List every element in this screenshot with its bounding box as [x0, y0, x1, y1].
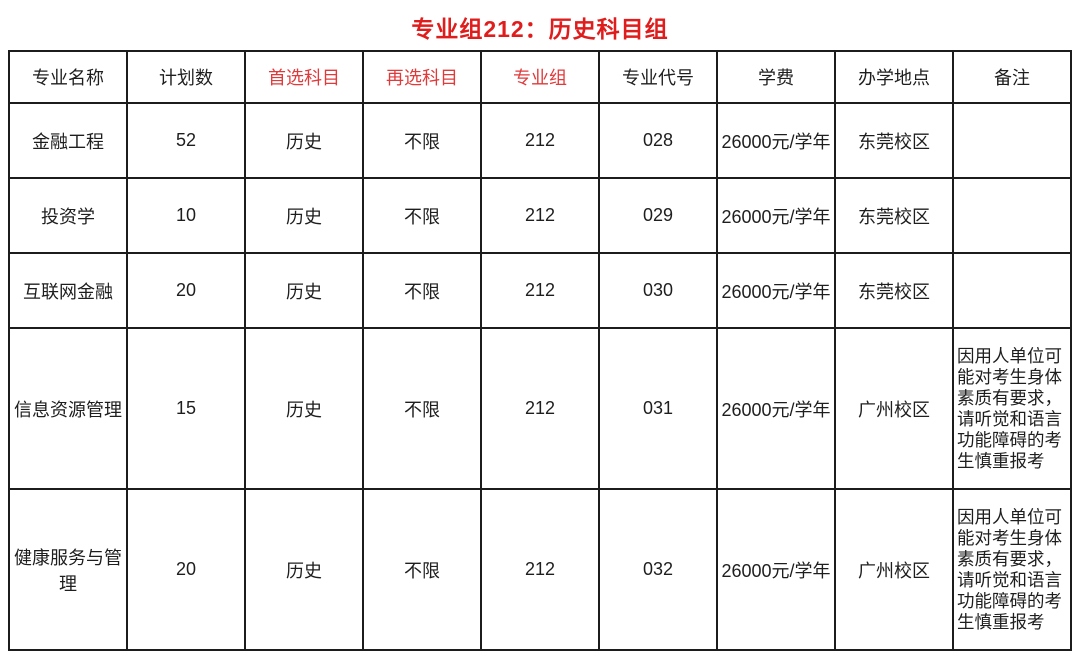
cell-second-subject: 不限: [362, 102, 482, 179]
cell-major-code: 029: [598, 177, 718, 254]
cell-major-name: 信息资源管理: [8, 327, 128, 490]
cell-remarks: [952, 177, 1072, 254]
cell-campus: 广州校区: [834, 488, 954, 651]
cell-major-code: 031: [598, 327, 718, 490]
header-row: 专业名称 计划数 首选科目 再选科目 专业组 专业代号 学费 办学地点 备注: [8, 50, 1072, 104]
cell-major-group: 212: [480, 327, 600, 490]
cell-second-subject: 不限: [362, 327, 482, 490]
cell-second-subject: 不限: [362, 488, 482, 651]
cell-remarks: 因用人单位可能对考生身体素质有要求，请听觉和语言功能障碍的考生慎重报考: [952, 327, 1072, 490]
cell-tuition: 26000元/学年: [716, 327, 836, 490]
cell-major-group: 212: [480, 177, 600, 254]
column-header-second-subject: 再选科目: [362, 50, 482, 104]
cell-campus: 东莞校区: [834, 252, 954, 329]
cell-plan-count: 20: [126, 488, 246, 651]
cell-major-name: 投资学: [8, 177, 128, 254]
cell-major-name: 金融工程: [8, 102, 128, 179]
cell-first-subject: 历史: [244, 102, 364, 179]
cell-plan-count: 10: [126, 177, 246, 254]
table-row: 健康服务与管理 20 历史 不限 212 032 26000元/学年 广州校区 因用人单位可能对…: [8, 488, 1072, 651]
column-header-first-subject: 首选科目: [244, 50, 364, 104]
table-row: 金融工程 52 历史 不限 212 028 26000元/学年 东莞校区: [8, 102, 1072, 179]
cell-campus: 东莞校区: [834, 102, 954, 179]
cell-major-group: 212: [480, 252, 600, 329]
cell-plan-count: 20: [126, 252, 246, 329]
cell-remarks: 因用人单位可能对考生身体素质有要求，请听觉和语言功能障碍的考生慎重报考: [952, 488, 1072, 651]
cell-plan-count: 52: [126, 102, 246, 179]
table-row: 投资学 10 历史 不限 212 029 26000元/学年 东莞校区: [8, 177, 1072, 254]
column-header-major-code: 专业代号: [598, 50, 718, 104]
cell-first-subject: 历史: [244, 252, 364, 329]
column-header-plan-count: 计划数: [126, 50, 246, 104]
table-row: 信息资源管理 15 历史 不限 212 031 26000元/学年 广州校区 因用人单位可能对考…: [8, 327, 1072, 490]
cell-major-code: 028: [598, 102, 718, 179]
cell-remarks: [952, 102, 1072, 179]
cell-tuition: 26000元/学年: [716, 102, 836, 179]
cell-major-group: 212: [480, 488, 600, 651]
column-header-major-group: 专业组: [480, 50, 600, 104]
table-row: 互联网金融 20 历史 不限 212 030 26000元/学年 东莞校区: [8, 252, 1072, 329]
cell-second-subject: 不限: [362, 252, 482, 329]
cell-second-subject: 不限: [362, 177, 482, 254]
cell-major-name: 健康服务与管理: [8, 488, 128, 651]
cell-campus: 广州校区: [834, 327, 954, 490]
cell-tuition: 26000元/学年: [716, 177, 836, 254]
table-body: 金融工程 52 历史 不限 212 028 26000元/学年 东莞校区 投资学 10 历史 不限 21…: [8, 102, 1072, 651]
page-title: 专业组212：历史科目组: [411, 16, 669, 42]
cell-campus: 东莞校区: [834, 177, 954, 254]
column-header-campus: 办学地点: [834, 50, 954, 104]
column-header-remarks: 备注: [952, 50, 1072, 104]
cell-major-name: 互联网金融: [8, 252, 128, 329]
column-header-major-name: 专业名称: [8, 50, 128, 104]
cell-first-subject: 历史: [244, 177, 364, 254]
cell-major-code: 030: [598, 252, 718, 329]
admission-plan-table: 专业名称 计划数 首选科目 再选科目 专业组 专业代号 学费 办学地点 备注 金融工程 52 历史不…: [8, 50, 1072, 651]
column-header-tuition: 学费: [716, 50, 836, 104]
cell-first-subject: 历史: [244, 327, 364, 490]
cell-major-group: 212: [480, 102, 600, 179]
cell-tuition: 26000元/学年: [716, 252, 836, 329]
cell-remarks: [952, 252, 1072, 329]
cell-plan-count: 15: [126, 327, 246, 490]
cell-first-subject: 历史: [244, 488, 364, 651]
cell-tuition: 26000元/学年: [716, 488, 836, 651]
cell-major-code: 032: [598, 488, 718, 651]
